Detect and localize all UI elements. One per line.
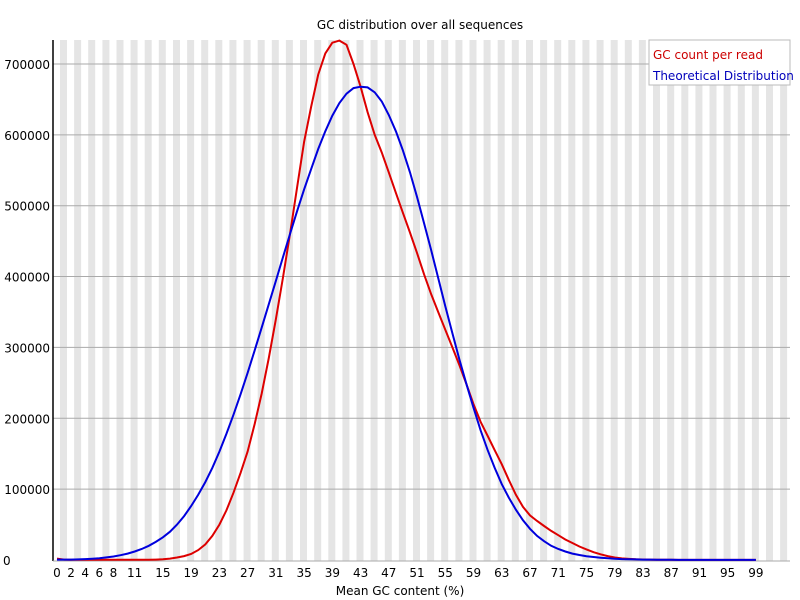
background-stripes bbox=[60, 40, 788, 561]
stripe bbox=[201, 40, 209, 561]
stripe bbox=[116, 40, 124, 561]
stripe bbox=[624, 40, 632, 561]
x-tick-label: 51 bbox=[409, 566, 424, 580]
stripe bbox=[469, 40, 477, 561]
stripe bbox=[356, 40, 364, 561]
y-tick-label: 100000 bbox=[4, 483, 50, 497]
series-lines bbox=[56, 39, 756, 561]
stripe bbox=[780, 40, 788, 561]
stripe bbox=[766, 40, 773, 561]
x-tick-label: 63 bbox=[494, 566, 509, 580]
stripe bbox=[243, 40, 251, 561]
x-tick-label: 83 bbox=[635, 566, 650, 580]
stripe bbox=[158, 40, 166, 561]
stripe bbox=[88, 40, 96, 561]
stripe bbox=[384, 40, 392, 561]
x-tick-label: 0 bbox=[53, 566, 61, 580]
stripe bbox=[144, 40, 152, 561]
legend: GC count per read Theoretical Distributi… bbox=[648, 39, 794, 86]
stripe bbox=[455, 40, 463, 561]
x-axis-tick-labels: 0 2 4 6 8 11 15 19 23 27 31 35 39 43 47 51 55 59 63 67 71 75 7… bbox=[53, 566, 763, 580]
y-tick-label: 500000 bbox=[4, 200, 50, 214]
x-tick-label: 79 bbox=[607, 566, 622, 580]
stripe bbox=[695, 40, 703, 561]
stripe bbox=[511, 40, 519, 561]
stripe bbox=[610, 40, 618, 561]
x-tick-label: 23 bbox=[212, 566, 227, 580]
stripe bbox=[681, 40, 689, 561]
y-tick-label: 200000 bbox=[4, 412, 50, 426]
stripe bbox=[130, 40, 138, 561]
stripe bbox=[342, 40, 350, 561]
stripe bbox=[568, 40, 576, 561]
x-tick-label: 43 bbox=[353, 566, 368, 580]
stripe bbox=[74, 40, 82, 561]
x-tick-label: 19 bbox=[183, 566, 198, 580]
stripe bbox=[102, 40, 110, 561]
stripe bbox=[187, 40, 195, 561]
x-tick-label: 59 bbox=[466, 566, 481, 580]
stripe bbox=[370, 40, 378, 561]
stripe bbox=[483, 40, 491, 561]
stripe bbox=[540, 40, 548, 561]
x-tick-label: 47 bbox=[381, 566, 396, 580]
stripe bbox=[285, 40, 293, 561]
chart-title: GC distribution over all sequences bbox=[317, 18, 523, 32]
x-tick-label: 11 bbox=[127, 566, 142, 580]
y-axis-tick-labels: 0 100000 200000 300000 400000 500000 600000 700… bbox=[3, 58, 50, 568]
y-tick-label: 600000 bbox=[4, 129, 50, 143]
stripe bbox=[427, 40, 435, 561]
stripe bbox=[173, 40, 180, 561]
series-theoretical-line bbox=[57, 85, 756, 561]
stripe bbox=[497, 40, 505, 561]
stripe bbox=[737, 40, 745, 561]
legend-item-gc-count: GC count per read bbox=[653, 48, 763, 62]
x-tick-label: 91 bbox=[692, 566, 707, 580]
stripe bbox=[314, 40, 322, 561]
stripe bbox=[215, 40, 223, 561]
stripe bbox=[257, 40, 265, 561]
stripe bbox=[413, 40, 420, 561]
x-tick-label: 55 bbox=[438, 566, 453, 580]
x-tick-label: 39 bbox=[325, 566, 340, 580]
x-tick-label: 75 bbox=[579, 566, 594, 580]
stripe bbox=[582, 40, 590, 561]
y-tick-label: 700000 bbox=[4, 58, 50, 72]
stripe bbox=[653, 40, 660, 561]
y-tick-label: 300000 bbox=[4, 341, 50, 355]
x-tick-label: 35 bbox=[296, 566, 311, 580]
x-tick-label: 71 bbox=[551, 566, 566, 580]
x-tick-label: 4 bbox=[81, 566, 89, 580]
stripe bbox=[596, 40, 604, 561]
x-tick-label: 31 bbox=[268, 566, 283, 580]
x-tick-label: 8 bbox=[110, 566, 118, 580]
stripe bbox=[526, 40, 533, 561]
x-tick-label: 6 bbox=[96, 566, 104, 580]
stripe bbox=[328, 40, 336, 561]
x-tick-label: 67 bbox=[522, 566, 537, 580]
x-tick-label: 87 bbox=[664, 566, 679, 580]
stripe bbox=[229, 40, 237, 561]
legend-item-theoretical: Theoretical Distribution bbox=[652, 69, 794, 83]
stripe bbox=[60, 40, 67, 561]
x-tick-label: 95 bbox=[720, 566, 735, 580]
x-tick-label: 15 bbox=[155, 566, 170, 580]
x-tick-label: 2 bbox=[67, 566, 75, 580]
stripe bbox=[667, 40, 675, 561]
x-tick-label: 99 bbox=[748, 566, 763, 580]
stripe bbox=[751, 40, 759, 561]
y-tick-label: 0 bbox=[3, 554, 11, 568]
stripe bbox=[723, 40, 731, 561]
stripe bbox=[709, 40, 717, 561]
stripe bbox=[398, 40, 406, 561]
stripe bbox=[554, 40, 562, 561]
stripe bbox=[271, 40, 279, 561]
stripe bbox=[300, 40, 307, 561]
legend-box bbox=[648, 39, 791, 86]
stripe bbox=[638, 40, 646, 561]
x-axis-label: Mean GC content (%) bbox=[336, 584, 465, 598]
x-tick-label: 27 bbox=[240, 566, 255, 580]
y-tick-label: 400000 bbox=[4, 271, 50, 285]
